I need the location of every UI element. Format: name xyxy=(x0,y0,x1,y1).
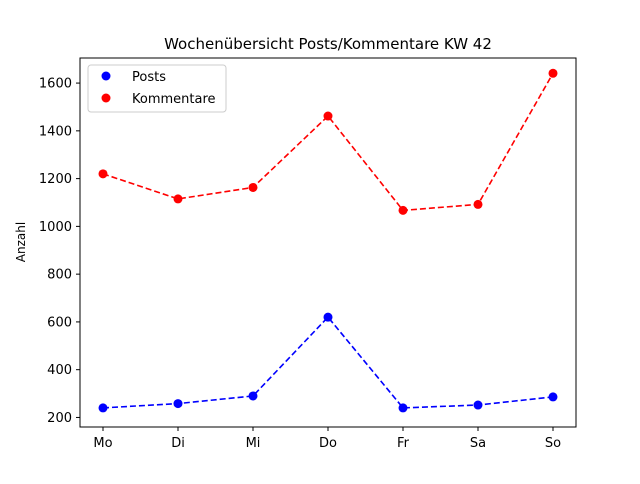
data-point xyxy=(323,312,333,322)
legend-label: Kommentare xyxy=(132,92,216,107)
x-tick-label: Di xyxy=(171,436,185,451)
y-tick-label: 200 xyxy=(47,411,72,426)
legend-marker xyxy=(101,93,111,103)
y-tick-label: 600 xyxy=(47,315,72,330)
y-axis-label: Anzahl xyxy=(14,222,28,262)
y-tick-label: 1400 xyxy=(39,124,72,139)
data-point xyxy=(173,194,183,204)
data-point xyxy=(98,169,108,179)
y-tick-label: 1600 xyxy=(39,77,72,92)
data-point xyxy=(248,182,258,192)
legend-marker xyxy=(101,71,111,81)
y-tick-label: 400 xyxy=(47,363,72,378)
legend-box xyxy=(87,64,227,113)
y-tick-label: 800 xyxy=(47,268,72,283)
data-point xyxy=(248,391,258,401)
data-point xyxy=(398,403,408,413)
data-point xyxy=(548,392,558,402)
x-tick-label: So xyxy=(545,436,561,451)
plot-area: Mo Di Mi Do Fr Sa So 200 400 600 800 1000 1200 1400 16… xyxy=(39,57,577,451)
x-tick-label: Sa xyxy=(470,436,486,451)
x-tick-label: Mi xyxy=(246,436,261,451)
data-point xyxy=(323,111,333,121)
data-point xyxy=(473,400,483,410)
data-point xyxy=(548,68,558,78)
data-point xyxy=(398,205,408,215)
legend-label: Posts xyxy=(132,70,166,85)
axes-frame xyxy=(79,57,577,428)
y-tick-label: 1200 xyxy=(39,172,72,187)
data-point xyxy=(173,399,183,409)
data-point xyxy=(98,403,108,413)
x-tick-label: Do xyxy=(319,436,337,451)
x-tick-label: Fr xyxy=(397,436,410,451)
y-tick-label: 1000 xyxy=(39,220,72,235)
data-point xyxy=(473,199,483,209)
chart-title: Wochenübersicht Posts/Kommentare KW 42 xyxy=(164,35,492,53)
x-tick-label: Mo xyxy=(93,436,112,451)
